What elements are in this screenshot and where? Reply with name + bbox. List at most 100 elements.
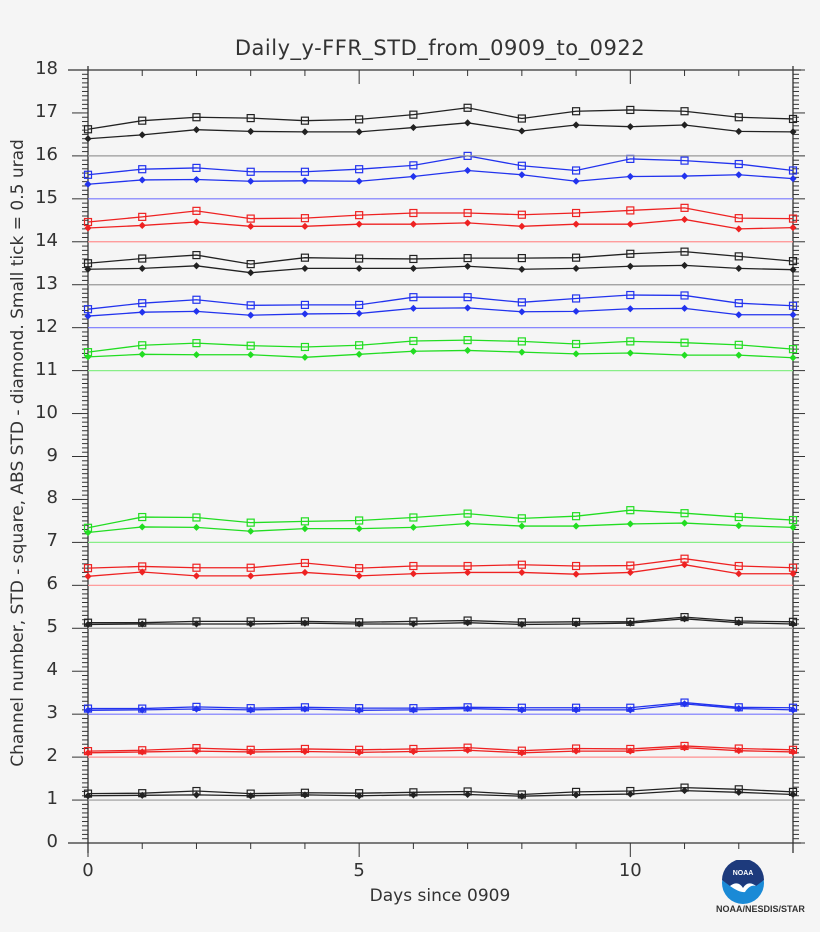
std-square-marker	[192, 339, 201, 348]
std-square-marker	[355, 300, 364, 310]
y-tick-label: 10	[35, 401, 58, 423]
std-square-marker	[138, 116, 147, 125]
std-square-marker	[138, 165, 147, 174]
abs-std-diamond-marker	[355, 792, 363, 800]
channel-5-std-line	[88, 616, 794, 624]
abs-std-diamond-marker	[626, 790, 634, 798]
abs-std-diamond-marker	[138, 791, 146, 799]
std-square-marker	[300, 517, 310, 526]
abs-std-diamond-marker	[789, 311, 797, 319]
channel-14-std-line	[87, 207, 794, 223]
channel-3-abs-std-line	[87, 703, 794, 711]
std-square-marker	[517, 560, 526, 569]
std-square-marker	[734, 299, 743, 308]
abs-std-diamond-marker	[138, 176, 146, 184]
y-tick-label: 16	[35, 143, 58, 165]
abs-std-diamond-marker	[192, 218, 201, 226]
std-square-marker	[571, 512, 581, 521]
abs-std-diamond-marker	[247, 748, 255, 756]
y-tick-label: 4	[46, 659, 58, 681]
abs-std-diamond-marker	[247, 527, 255, 535]
abs-std-diamond-marker	[626, 262, 634, 270]
abs-std-diamond-marker	[84, 572, 92, 580]
std-square-marker	[680, 509, 689, 518]
abs-std-diamond-marker	[464, 568, 472, 577]
abs-std-diamond-marker	[301, 222, 309, 230]
abs-std-diamond-marker	[626, 305, 634, 313]
std-square-marker	[788, 345, 798, 354]
abs-std-diamond-marker	[192, 747, 201, 755]
x-tick-label: 10	[618, 860, 642, 881]
noaa-logo: NOAA	[718, 859, 818, 910]
abs-std-diamond-marker	[464, 119, 472, 127]
abs-std-diamond-marker	[84, 224, 92, 232]
abs-std-diamond-marker	[518, 792, 526, 800]
abs-std-diamond-marker	[735, 225, 743, 233]
abs-std-diamond-marker	[192, 307, 201, 315]
abs-std-diamond-marker	[84, 528, 92, 537]
abs-std-diamond-marker	[789, 523, 797, 531]
std-square-marker	[138, 512, 147, 522]
svg-text:NOAA: NOAA	[733, 870, 754, 877]
std-square-marker	[300, 300, 310, 310]
channel-6-abs-std-line	[87, 564, 793, 577]
std-square-marker	[192, 513, 201, 522]
std-square-marker	[138, 299, 147, 308]
std-square-marker	[355, 115, 364, 124]
std-square-marker	[680, 156, 689, 165]
abs-std-diamond-marker	[247, 351, 255, 359]
channel-1-std-line	[87, 786, 794, 796]
std-square-marker	[300, 558, 310, 568]
std-square-marker	[409, 254, 418, 264]
abs-std-diamond-marker	[138, 620, 146, 628]
abs-std-diamond-marker	[518, 749, 526, 757]
abs-std-diamond-marker	[355, 177, 363, 185]
std-square-marker	[517, 337, 526, 346]
abs-std-diamond-marker	[409, 706, 417, 714]
std-square-marker	[246, 113, 255, 123]
std-square-marker	[463, 253, 472, 263]
abs-std-diamond-marker	[735, 522, 743, 530]
abs-std-diamond-marker	[626, 568, 634, 577]
y-tick-label: 0	[46, 831, 58, 852]
abs-std-diamond-marker	[518, 348, 526, 356]
abs-std-diamond-marker	[355, 264, 363, 272]
abs-std-diamond-marker	[301, 747, 309, 756]
std-square-marker	[192, 206, 201, 215]
abs-std-diamond-marker	[735, 619, 743, 627]
abs-std-diamond-marker	[680, 615, 689, 623]
abs-std-diamond-marker	[192, 175, 201, 184]
abs-std-diamond-marker	[464, 346, 472, 354]
abs-std-diamond-marker	[355, 128, 363, 136]
std-square-marker	[626, 249, 635, 258]
std-square-marker	[138, 341, 147, 350]
std-square-marker	[138, 254, 147, 263]
channel-12-abs-std-line	[87, 307, 793, 317]
abs-std-diamond-marker	[301, 177, 309, 185]
abs-std-diamond-marker	[409, 304, 417, 312]
std-square-marker	[734, 512, 743, 522]
abs-std-diamond-marker	[192, 126, 201, 134]
abs-std-diamond-marker	[518, 265, 526, 273]
abs-std-diamond-marker	[626, 172, 634, 181]
abs-std-diamond-marker	[84, 353, 92, 361]
abs-std-diamond-marker	[409, 523, 417, 531]
abs-std-diamond-marker	[247, 269, 255, 277]
abs-std-diamond-marker	[626, 747, 634, 755]
std-square-marker	[355, 165, 364, 174]
channel-16-std-line	[87, 107, 794, 130]
std-square-marker	[355, 564, 364, 573]
std-square-marker	[626, 290, 635, 300]
channel-2-std-line	[87, 745, 794, 752]
std-square-marker	[680, 107, 689, 116]
std-square-marker	[626, 105, 635, 115]
std-square-marker	[300, 167, 310, 176]
abs-std-diamond-marker	[409, 220, 417, 228]
std-square-marker	[626, 506, 635, 515]
y-tick-label: 6	[46, 573, 58, 595]
abs-std-diamond-marker	[789, 748, 797, 756]
abs-std-diamond-marker	[138, 221, 146, 230]
abs-std-diamond-marker	[626, 349, 634, 357]
std-square-marker	[788, 301, 798, 310]
std-square-marker	[138, 212, 147, 221]
